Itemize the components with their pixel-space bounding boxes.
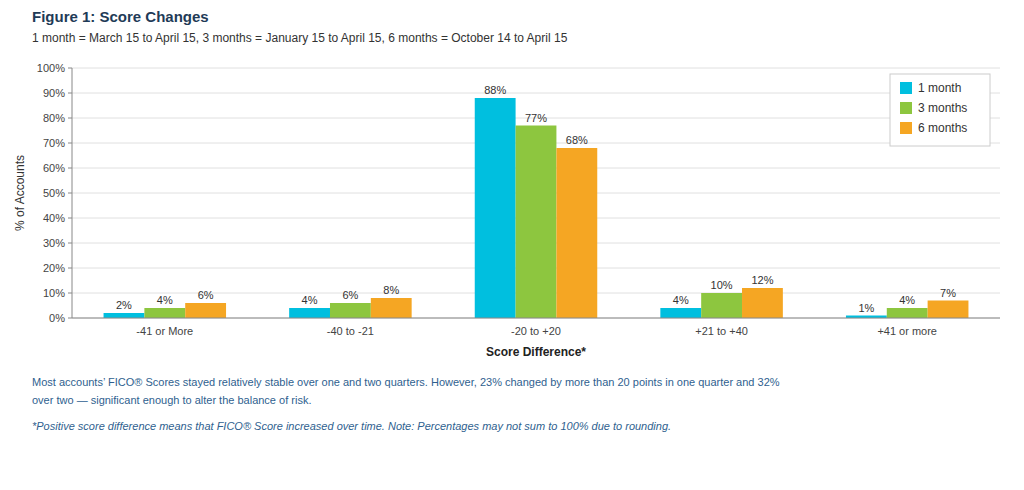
- tick-mark: [68, 293, 72, 294]
- axis-line: [72, 318, 1000, 319]
- tick-label: +21 to +40: [695, 325, 748, 337]
- bar: [556, 148, 597, 318]
- tick-label: 0%: [49, 312, 65, 324]
- y-axis-label: % of Accounts: [13, 155, 27, 231]
- tick-mark: [68, 318, 72, 319]
- bar: [104, 313, 145, 318]
- legend-swatch: [900, 102, 912, 114]
- x-axis: -41 or More -40 to -21 -20 to +20 +21 to +4…: [72, 318, 1000, 337]
- tick-label: 60%: [43, 162, 65, 174]
- bar: [185, 303, 226, 318]
- tick-label: 90%: [43, 87, 65, 99]
- tick-mark: [68, 193, 72, 194]
- annotation: *Positive score difference means that FI…: [32, 420, 671, 432]
- background: [0, 0, 1024, 490]
- tick-label: -41 or More: [136, 325, 193, 337]
- annotation: over two — significant enough to alter t…: [32, 394, 311, 406]
- data-labels: 2% 4% 88% 4% 1% 4% 6% 77% 10% 4% 6% 8% 68% 12% 7%: [116, 84, 956, 314]
- data-label: 4%: [673, 294, 689, 306]
- data-label: 12%: [751, 274, 773, 286]
- legend-swatch: [900, 82, 912, 94]
- bar: [475, 98, 516, 318]
- tick-label: 50%: [43, 187, 65, 199]
- tick-mark: [68, 268, 72, 269]
- bar: [144, 308, 185, 318]
- data-label: 6%: [342, 289, 358, 301]
- bar: [928, 301, 969, 319]
- data-label: 1%: [858, 302, 874, 314]
- data-label: 7%: [940, 287, 956, 299]
- bar: [371, 298, 412, 318]
- bar: [330, 303, 371, 318]
- chart: Figure 1: Score Changes 1 month = March 1…: [0, 0, 1024, 490]
- title: Figure 1: Score Changes: [32, 8, 209, 25]
- tick-mark: [68, 93, 72, 94]
- tick-mark: [68, 168, 72, 169]
- axis-line: [72, 68, 73, 318]
- tick-label: -20 to +20: [511, 325, 561, 337]
- legend-label: 6 months: [918, 121, 967, 135]
- bars: [104, 98, 969, 318]
- tick-label: 80%: [43, 112, 65, 124]
- tick-label: 20%: [43, 262, 65, 274]
- data-label: 4%: [157, 294, 173, 306]
- data-label: 88%: [484, 84, 506, 96]
- tick-mark: [68, 68, 72, 69]
- data-label: 10%: [711, 279, 733, 291]
- annotation: Most accounts’ FICO® Scores stayed relat…: [32, 376, 780, 388]
- grid-line: [72, 318, 1000, 319]
- tick-label: 10%: [43, 287, 65, 299]
- tick-label: -40 to -21: [327, 325, 374, 337]
- data-label: 4%: [899, 294, 915, 306]
- subtitle: 1 month = March 15 to April 15, 3 months…: [32, 31, 568, 45]
- grid-line: [72, 93, 1000, 94]
- grid-line: [72, 68, 1000, 69]
- bar: [887, 308, 928, 318]
- legend: 1 month 3 months 6 months: [890, 74, 990, 146]
- legend-label: 1 month: [918, 81, 961, 95]
- data-label: 8%: [383, 284, 399, 296]
- legend-swatch: [900, 122, 912, 134]
- bar: [742, 288, 783, 318]
- data-label: 2%: [116, 299, 132, 311]
- data-label: 77%: [525, 112, 547, 124]
- tick-mark: [68, 243, 72, 244]
- legend-label: 3 months: [918, 101, 967, 115]
- bar: [516, 126, 557, 319]
- tick-label: 40%: [43, 212, 65, 224]
- data-label: 6%: [198, 289, 214, 301]
- tick-label: 30%: [43, 237, 65, 249]
- x-axis-label: Score Difference*: [486, 345, 586, 359]
- tick-label: 70%: [43, 137, 65, 149]
- tick-mark: [68, 143, 72, 144]
- bar: [660, 308, 701, 318]
- bar: [701, 293, 742, 318]
- data-label: 68%: [566, 134, 588, 146]
- y-axis: 0% 10% 20% 30% 40% 50% 60% 70% 80% 90% 100%: [37, 62, 1000, 324]
- tick-label: 100%: [37, 62, 65, 74]
- bar: [289, 308, 330, 318]
- tick-mark: [68, 218, 72, 219]
- data-label: 4%: [302, 294, 318, 306]
- legend-frame: [890, 74, 990, 146]
- tick-mark: [68, 118, 72, 119]
- tick-label: +41 or more: [877, 325, 937, 337]
